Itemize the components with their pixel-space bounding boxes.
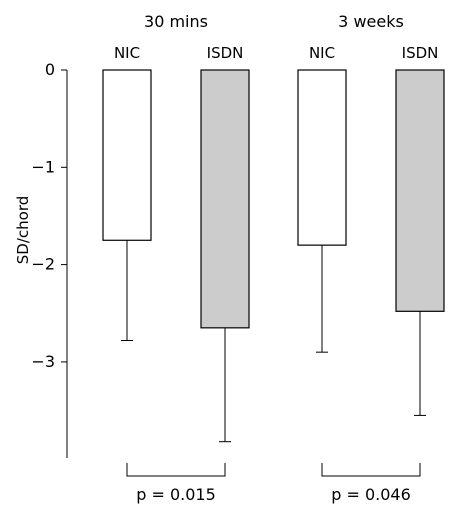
y-tick-label: −1 bbox=[31, 157, 55, 176]
bar-30-mins-NIC bbox=[102, 69, 152, 241]
group-label: 3 weeks bbox=[338, 12, 404, 31]
bars bbox=[102, 69, 445, 443]
category-label: NIC bbox=[114, 44, 140, 62]
bar-3-weeks-NIC bbox=[297, 69, 347, 246]
bar-30-mins-ISDN bbox=[200, 69, 250, 329]
p-value-label: p = 0.046 bbox=[331, 485, 411, 504]
category-label: ISDN bbox=[207, 44, 244, 62]
p-value-label: p = 0.015 bbox=[136, 485, 216, 504]
y-axis-title: SD/chord bbox=[14, 196, 32, 264]
category-label: ISDN bbox=[402, 44, 439, 62]
bar-3-weeks-ISDN bbox=[395, 69, 445, 312]
group-label: 30 mins bbox=[144, 12, 208, 31]
significance-bracket bbox=[321, 463, 421, 477]
y-tick-label: 0 bbox=[45, 60, 55, 79]
y-tick-label: −2 bbox=[31, 255, 55, 274]
axes: 0 −1 −2 −3 bbox=[31, 60, 68, 458]
significance-bracket bbox=[126, 463, 226, 477]
labels: NIC ISDN 30 mins p = 0.015 NIC ISDN 3 weeks p =… bbox=[114, 12, 438, 504]
y-tick-label: −3 bbox=[31, 352, 55, 371]
category-label: NIC bbox=[309, 44, 335, 62]
